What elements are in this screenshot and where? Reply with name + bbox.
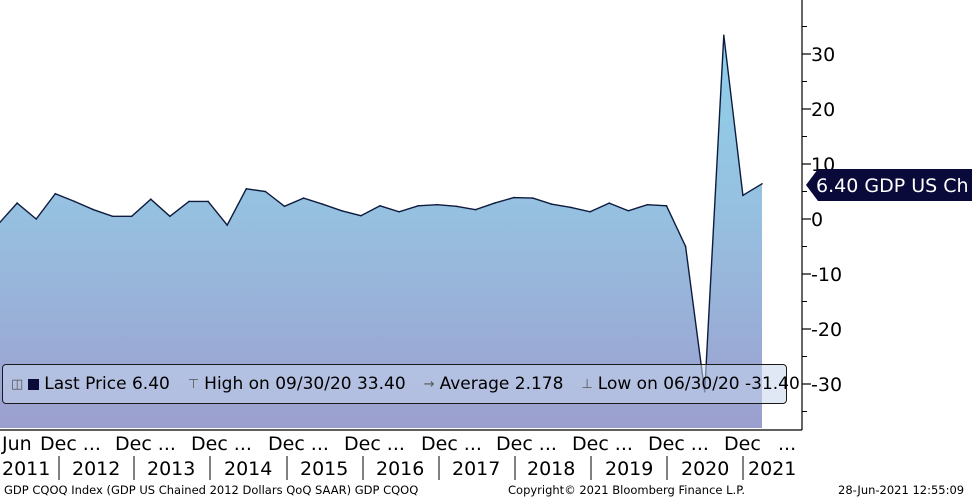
data-point (92, 208, 95, 211)
last-value-tag-label: 6.40 GDP US Ch (816, 175, 969, 197)
x-tick-label-year: 2018 (527, 458, 575, 480)
data-point (302, 197, 305, 199)
data-point (551, 203, 553, 205)
data-point (532, 197, 534, 199)
chart-legend: ◫ Last Price 6.40 ⊤ High on 09/30/20 33.… (2, 364, 800, 404)
data-point (608, 202, 610, 204)
x-tick-label-month: Dec ... (572, 433, 633, 455)
data-point (761, 183, 763, 185)
data-point (512, 196, 515, 199)
x-tick-label-month: Dec ... (496, 433, 557, 455)
data-point (570, 206, 572, 209)
x-tick-label-month: Dec (724, 433, 761, 455)
data-point (35, 218, 37, 220)
x-tick-label-month: Jun (1, 433, 32, 455)
data-point (283, 205, 286, 208)
data-point (398, 211, 400, 213)
data-point (111, 215, 114, 218)
legend-last-price: ◫ Last Price 6.40 (3, 374, 170, 394)
data-point (360, 214, 362, 217)
last-value-tag: 6.40 GDP US Ch (806, 169, 972, 201)
legend-average: → Average 2.178 (424, 374, 564, 394)
data-point (150, 198, 152, 200)
legend-high-label: High on 09/30/20 33.40 (204, 374, 406, 394)
legend-average-label: Average 2.178 (439, 374, 564, 394)
data-point (665, 205, 668, 207)
data-point (474, 208, 477, 211)
data-point (341, 210, 343, 212)
data-point (436, 203, 439, 206)
low-marker-icon: ⊥ (581, 376, 593, 392)
x-tick-label-year: 2021 (748, 458, 796, 480)
data-point (207, 200, 209, 203)
x-tick-label-month: Dec ... (40, 433, 101, 455)
y-tick-label: 30 (811, 44, 835, 66)
legend-last-price-label: Last Price 6.40 (44, 374, 170, 394)
data-point (589, 211, 591, 213)
y-tick-label: 20 (811, 99, 835, 121)
data-point (169, 215, 171, 218)
data-point (73, 200, 76, 203)
x-tick-label-month: Dec ... (268, 433, 329, 455)
data-point (627, 210, 630, 212)
legend-toggle-icon: ◫ (11, 376, 24, 392)
data-point (130, 215, 133, 218)
data-point (742, 194, 744, 197)
data-point (264, 190, 267, 193)
footer-security-description: GDP CQOQ Index (GDP US Chained 2012 Doll… (4, 483, 419, 497)
data-point (54, 192, 57, 195)
x-tick-label-year: 2014 (224, 458, 272, 480)
x-tick-label-year: 2015 (300, 458, 348, 480)
x-tick-label-year: 2020 (681, 458, 729, 480)
x-tick-label-month: Dec ... (344, 433, 405, 455)
data-point (245, 188, 248, 190)
high-marker-icon: ⊤ (187, 376, 200, 392)
x-tick-label-month: Dec ... (421, 433, 482, 455)
legend-high: ⊤ High on 09/30/20 33.40 (188, 374, 406, 394)
last-price-swatch-icon (28, 378, 40, 390)
x-tick-label-month: Dec ... (115, 433, 176, 455)
x-tick-label-year: 2011 (2, 458, 50, 480)
data-point (417, 205, 420, 207)
data-point (493, 202, 496, 204)
average-marker-icon: → (423, 376, 435, 392)
x-tick-label-year: 2012 (72, 458, 120, 480)
x-tick-label-year: 2019 (605, 458, 653, 480)
y-tick-label: -20 (811, 319, 842, 341)
data-point (188, 200, 190, 203)
x-tick-label-month: Dec ... (191, 433, 252, 455)
data-point (321, 203, 324, 205)
data-point (379, 205, 381, 207)
legend-low: ⊥ Low on 06/30/20 -31.40 (581, 374, 799, 394)
data-point (226, 224, 228, 226)
data-point (455, 205, 458, 208)
area-fill (0, 35, 762, 428)
legend-low-label: Low on 06/30/20 -31.40 (597, 374, 800, 394)
y-tick-label: -10 (811, 264, 842, 286)
data-point (16, 202, 18, 204)
x-tick-label-year: 2016 (376, 458, 424, 480)
data-point (723, 34, 725, 37)
data-point (684, 245, 687, 248)
footer-timestamp: 28-Jun-2021 12:55:09 (838, 483, 965, 497)
x-tick-label-month: Dec ... (648, 433, 709, 455)
x-tick-label-year: 2017 (452, 458, 500, 480)
y-tick-label: 0 (811, 209, 823, 231)
y-tick-label: -30 (811, 374, 842, 396)
x-tick-label-year: 2013 (147, 458, 195, 480)
data-point (646, 203, 649, 206)
x-tick-label-month: ... (778, 433, 796, 455)
footer-copyright: Copyright© 2021 Bloomberg Finance L.P. (508, 483, 745, 497)
